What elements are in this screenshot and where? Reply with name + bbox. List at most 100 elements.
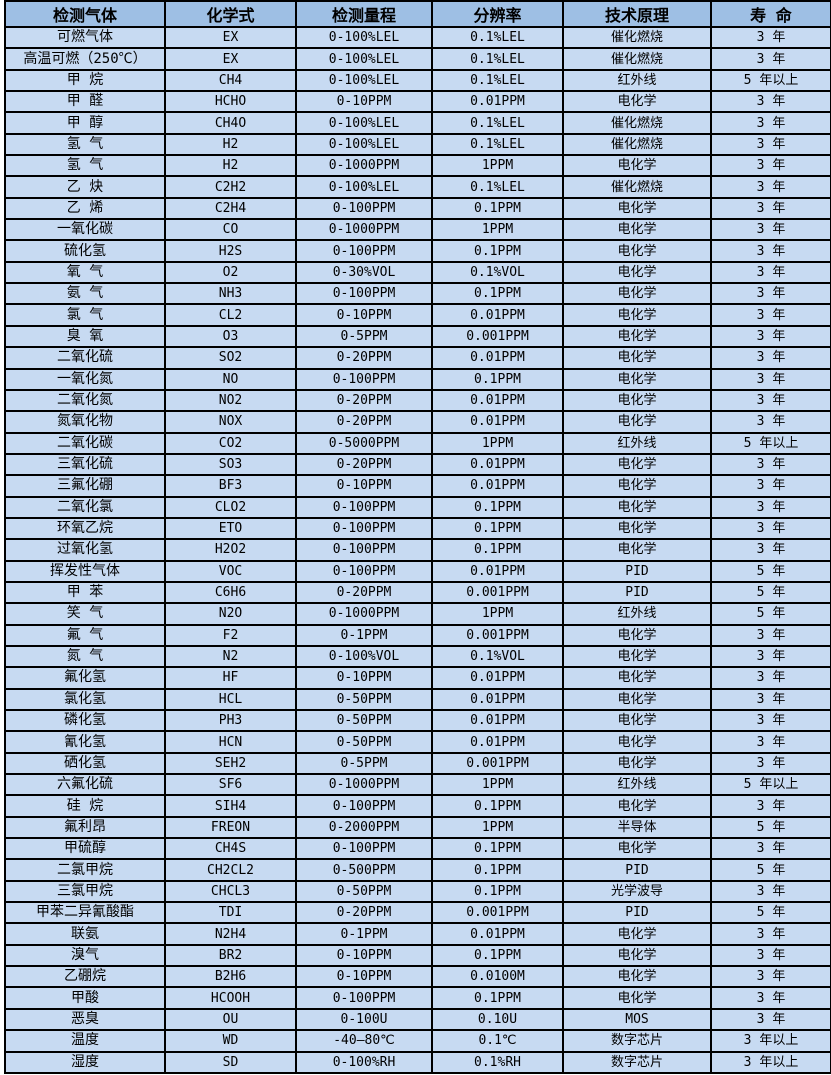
resolution-cell: 0.001PPM: [431, 324, 564, 349]
table-row: 环氧乙烷 ETO 0-100PPM 0.1PPM 电化学 3 年: [4, 516, 831, 541]
formula-cell: NO: [164, 367, 297, 391]
gas-name-cell: 环氧乙烷: [4, 516, 166, 541]
formula-cell: PH3: [164, 708, 297, 733]
lifespan-cell: 3 年: [710, 132, 831, 157]
range-cell: 0-100PPM: [295, 986, 433, 1010]
resolution-cell: 0.01PPM: [431, 730, 564, 754]
gas-name-cell: 氯化氢: [4, 687, 166, 712]
table-row: 氯 气 CL2 0-10PPM 0.01PPM 电化学 3 年: [4, 303, 831, 327]
gas-name-cell: 三氟化硼: [4, 474, 166, 498]
formula-cell: NO2: [164, 388, 297, 413]
resolution-cell: 0.1PPM: [431, 516, 564, 541]
gas-name-cell: 甲酸: [4, 986, 166, 1010]
resolution-cell: 0.1PPM: [431, 495, 564, 519]
formula-cell: H2: [164, 132, 297, 157]
formula-cell: EX: [164, 47, 297, 71]
gas-name-cell: 乙硼烷: [4, 965, 166, 989]
table-row: 磷化氢 PH3 0-50PPM 0.01PPM 电化学 3 年: [4, 708, 831, 733]
principle-cell: 电化学: [562, 965, 712, 989]
gas-name-cell: 氢 气: [4, 132, 166, 157]
resolution-cell: 1PPM: [431, 154, 564, 178]
formula-cell: CO2: [164, 431, 297, 455]
principle-cell: 电化学: [562, 687, 712, 712]
principle-cell: 红外线: [562, 602, 712, 626]
lifespan-cell: 3 年: [710, 324, 831, 349]
principle-cell: PID: [562, 901, 712, 925]
gas-name-cell: 三氧化硫: [4, 452, 166, 477]
resolution-cell: 0.01PPM: [431, 90, 564, 114]
principle-cell: 数字芯片: [562, 1050, 712, 1074]
formula-cell: CH2CL2: [164, 858, 297, 882]
table-row: 甲 烷 CH4 0-100%LEL 0.1%LEL 红外线 5 年以上: [4, 68, 831, 93]
table-row: 一氧化氮 NO 0-100PPM 0.1PPM 电化学 3 年: [4, 367, 831, 391]
principle-cell: 电化学: [562, 943, 712, 968]
resolution-cell: 0.1PPM: [431, 538, 564, 562]
principle-cell: 电化学: [562, 282, 712, 306]
range-cell: 0-100%LEL: [295, 25, 433, 50]
formula-cell: O3: [164, 324, 297, 349]
resolution-cell: 0.1%LEL: [431, 47, 564, 71]
lifespan-cell: 3 年: [710, 644, 831, 669]
principle-cell: 电化学: [562, 666, 712, 690]
lifespan-cell: 3 年: [710, 154, 831, 178]
principle-cell: 电化学: [562, 410, 712, 434]
lifespan-cell: 5 年: [710, 901, 831, 925]
table-row: 氯化氢 HCL 0-50PPM 0.01PPM 电化学 3 年: [4, 687, 831, 712]
principle-cell: 红外线: [562, 431, 712, 455]
principle-cell: 电化学: [562, 708, 712, 733]
resolution-cell: 0.01PPM: [431, 922, 564, 946]
principle-cell: 电化学: [562, 367, 712, 391]
table-row: 挥发性气体 VOC 0-100PPM 0.01PPM PID 5 年: [4, 559, 831, 583]
resolution-cell: 1PPM: [431, 218, 564, 242]
range-cell: 0-100PPM: [295, 367, 433, 391]
formula-cell: SEH2: [164, 751, 297, 776]
lifespan-cell: 3 年: [710, 516, 831, 541]
resolution-cell: 0.1PPM: [431, 879, 564, 904]
lifespan-cell: 3 年以上: [710, 1050, 831, 1074]
gas-name-cell: 二氧化碳: [4, 431, 166, 455]
formula-cell: CHCL3: [164, 879, 297, 904]
resolution-cell: 0.01PPM: [431, 410, 564, 434]
formula-cell: SO2: [164, 346, 297, 370]
resolution-cell: 0.1%LEL: [431, 68, 564, 93]
table-row: 二氧化硫 SO2 0-20PPM 0.01PPM 电化学 3 年: [4, 346, 831, 370]
table-row: 氨 气 NH3 0-100PPM 0.1PPM 电化学 3 年: [4, 282, 831, 306]
range-cell: 0-10PPM: [295, 965, 433, 989]
table-row: 硅 烷 SIH4 0-100PPM 0.1PPM 电化学 3 年: [4, 794, 831, 818]
principle-cell: 电化学: [562, 730, 712, 754]
table-row: 温度 WD -40—80℃ 0.1℃ 数字芯片 3 年以上: [4, 1029, 831, 1053]
range-cell: 0-5000PPM: [295, 431, 433, 455]
lifespan-cell: 3 年: [710, 175, 831, 199]
range-cell: 0-100U: [295, 1007, 433, 1032]
gas-name-cell: 联氨: [4, 922, 166, 946]
range-cell: 0-50PPM: [295, 687, 433, 712]
gas-name-cell: 氨 气: [4, 282, 166, 306]
formula-cell: SO3: [164, 452, 297, 477]
resolution-cell: 0.1℃: [431, 1029, 564, 1053]
resolution-cell: 0.001PPM: [431, 751, 564, 776]
principle-cell: 电化学: [562, 346, 712, 370]
principle-cell: 红外线: [562, 773, 712, 797]
formula-cell: B2H6: [164, 965, 297, 989]
column-header-formula: 化学式: [164, 0, 297, 28]
table-row: 氟化氢 HF 0-10PPM 0.01PPM 电化学 3 年: [4, 666, 831, 690]
gas-name-cell: 恶臭: [4, 1007, 166, 1032]
range-cell: 0-1PPM: [295, 623, 433, 647]
principle-cell: 电化学: [562, 837, 712, 861]
table-row: 三氯甲烷 CHCL3 0-50PPM 0.1PPM 光学波导 3 年: [4, 879, 831, 904]
resolution-cell: 0.1PPM: [431, 986, 564, 1010]
table-row: 乙 炔 C2H2 0-100%LEL 0.1%LEL 催化燃烧 3 年: [4, 175, 831, 199]
range-cell: 0-1000PPM: [295, 773, 433, 797]
range-cell: 0-20PPM: [295, 346, 433, 370]
principle-cell: 电化学: [562, 986, 712, 1010]
range-cell: 0-100PPM: [295, 538, 433, 562]
table-row: 氟 气 F2 0-1PPM 0.001PPM 电化学 3 年: [4, 623, 831, 647]
formula-cell: CH4O: [164, 111, 297, 135]
resolution-cell: 0.1%VOL: [431, 260, 564, 285]
range-cell: -40—80℃: [295, 1029, 433, 1053]
lifespan-cell: 3 年: [710, 111, 831, 135]
gas-name-cell: 甲 苯: [4, 580, 166, 605]
table-row: 高温可燃（250℃） EX 0-100%LEL 0.1%LEL 催化燃烧 3 年: [4, 47, 831, 71]
lifespan-cell: 3 年: [710, 943, 831, 968]
principle-cell: 电化学: [562, 452, 712, 477]
